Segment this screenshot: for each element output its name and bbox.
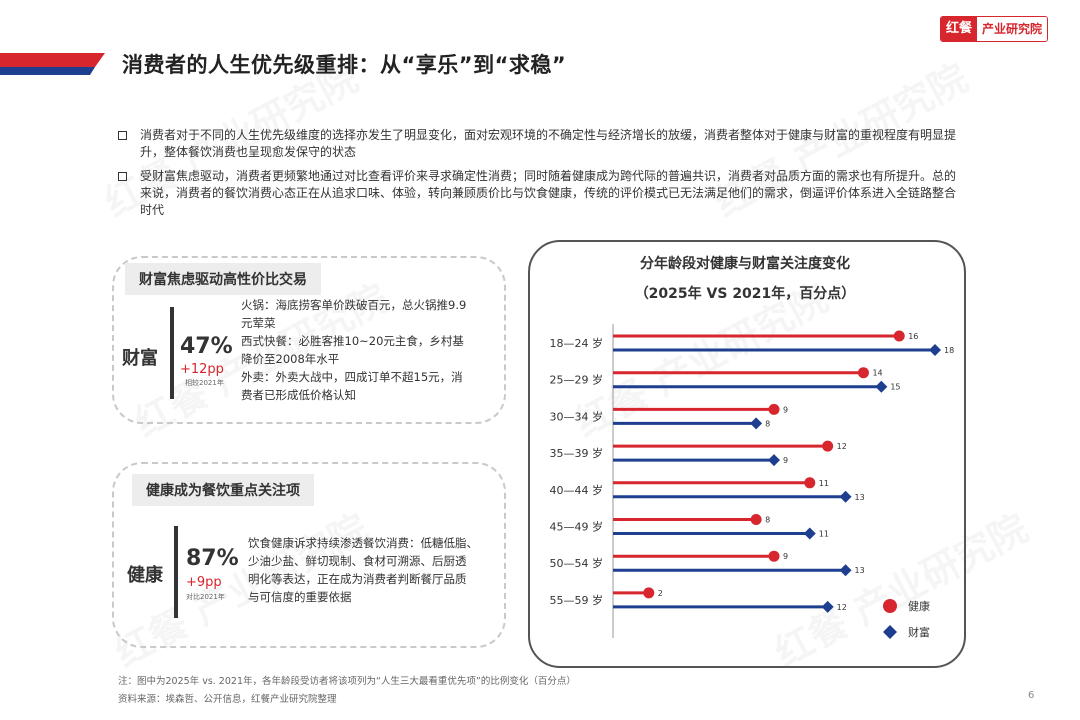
bullet-text: 受财富焦虑驱动，消费者更频繁地通过对比查看评价来寻求确定性消费；同时随着健康成为… — [140, 169, 957, 217]
category-label: 45—49 岁 — [550, 520, 604, 534]
point-wealth — [875, 380, 888, 393]
legend-health-marker — [883, 599, 897, 613]
data-label: 2 — [658, 589, 663, 598]
health-compare-note: 对比2021年 — [186, 593, 225, 601]
wealth-compare-note: 相较2021年 — [185, 379, 224, 387]
health-panel-title: 健康成为餐饮重点关注项 — [132, 474, 314, 506]
footnote: 注：图中为2025年 vs. 2021年，各年龄段受访者将该项列为“人生三大最看… — [118, 676, 576, 687]
description-line: 元荤菜 — [241, 316, 276, 330]
wealth-panel-title: 财富焦虑驱动高性价比交易 — [125, 263, 321, 295]
description-line: 费者已形成低价格认知 — [241, 388, 356, 402]
category-label: 30—34 岁 — [550, 409, 604, 423]
bullet-square-icon — [118, 131, 127, 140]
bullet-text: 消费者对于不同的人生优先级维度的选择亦发生了明显变化，面对宏观环境的不确定性与经… — [140, 128, 957, 159]
page-title: 消费者的人生优先级重排：从“享乐”到“求稳” — [122, 53, 567, 77]
description-line: 与可信度的重要依据 — [248, 590, 352, 604]
source-note: 资料来源：埃森哲、公开信息，红餐产业研究院整理 — [118, 694, 337, 705]
category-label: 55—59 岁 — [550, 593, 604, 607]
data-label: 8 — [765, 516, 770, 525]
data-label: 12 — [837, 442, 847, 451]
logo-text: 产业研究院 — [977, 17, 1048, 41]
description-line: 火锅：海底捞客单价跌破百元，总火锅推9.9 — [241, 298, 467, 312]
wealth-divider — [170, 307, 174, 399]
point-wealth — [839, 490, 852, 503]
point-health — [643, 587, 655, 599]
description-line: 明化等表达，正在成为消费者判断餐厅品质 — [248, 572, 467, 586]
description-line: 降价至2008年水平 — [241, 352, 340, 366]
bullet-square-icon — [118, 172, 127, 181]
logo-mark: 红餐 — [941, 17, 978, 41]
point-wealth — [750, 417, 763, 430]
data-label: 9 — [783, 456, 788, 465]
category-label: 40—44 岁 — [550, 483, 604, 497]
data-label: 9 — [783, 552, 788, 561]
point-wealth — [768, 454, 780, 467]
wealth-delta: +12pp — [180, 362, 224, 377]
chart-frame — [528, 240, 966, 668]
health-label: 健康 — [127, 565, 163, 586]
data-label: 12 — [837, 603, 847, 612]
data-label: 15 — [890, 383, 900, 392]
age-chart: 18—24 岁 16 18 25—29 岁 14 15 30—34 岁 9 8 35—39 岁 12… — [550, 324, 954, 639]
point-health — [857, 367, 869, 379]
data-label: 11 — [819, 479, 829, 488]
legend-wealth-marker — [883, 625, 897, 639]
category-label: 18—24 岁 — [550, 336, 604, 350]
point-health — [750, 514, 762, 525]
wealth-percent: 47% — [180, 334, 233, 359]
brand-logo: 红餐 产业研究院 — [940, 16, 1049, 42]
legend-label: 健康 — [908, 599, 930, 613]
chart-title: 分年龄段对健康与财富关注度变化 — [640, 256, 850, 272]
point-wealth — [821, 600, 834, 613]
description-line: 少油少盐、鲜切现制、食材可溯源、后厨透 — [248, 554, 467, 568]
description-line: 饮食健康诉求持续渗透餐饮消费：低糖低脂、 — [248, 536, 478, 550]
wealth-description: 火锅：海底捞客单价跌破百元，总火锅推9.9 元荤菜 西式快餐：必胜客推10~20… — [241, 296, 496, 404]
description-line: 西式快餐：必胜客推10~20元主食，乡村基 — [241, 334, 464, 348]
data-label: 16 — [908, 332, 918, 341]
bullet-item: 消费者对于不同的人生优先级维度的选择亦发生了明显变化，面对宏观环境的不确定性与经… — [118, 127, 963, 161]
data-label: 18 — [944, 346, 954, 355]
wealth-label: 财富 — [122, 348, 158, 369]
point-health — [893, 330, 905, 342]
wealth-panel — [112, 256, 506, 424]
point-health — [804, 477, 816, 489]
chart-subtitle: （2025年 VS 2021年，百分点） — [634, 286, 856, 302]
legend-label: 财富 — [908, 625, 930, 639]
header-accent-bar — [0, 53, 105, 75]
data-label: 9 — [783, 405, 788, 414]
category-label: 35—39 岁 — [550, 446, 604, 460]
health-percent: 87% — [186, 546, 239, 571]
data-label: 11 — [819, 530, 829, 539]
data-label: 13 — [855, 493, 865, 502]
health-divider — [174, 526, 178, 618]
point-wealth — [803, 527, 816, 540]
health-description: 饮食健康诉求持续渗透餐饮消费：低糖低脂、 少油少盐、鲜切现制、食材可溯源、后厨透… — [248, 534, 500, 606]
category-label: 50—54 岁 — [550, 556, 604, 570]
point-health — [768, 550, 780, 562]
health-delta: +9pp — [186, 575, 222, 590]
page-number: 6 — [1028, 690, 1035, 701]
point-health — [768, 403, 780, 415]
description-line: 外卖：外卖大战中，四成订单不超15元，消 — [241, 370, 463, 384]
point-wealth — [929, 344, 941, 356]
data-label: 8 — [765, 419, 770, 428]
health-panel — [112, 462, 506, 648]
point-wealth — [839, 564, 852, 577]
bullet-item: 受财富焦虑驱动，消费者更频繁地通过对比查看评价来寻求确定性消费；同时随着健康成为… — [118, 168, 963, 219]
data-label: 14 — [872, 369, 882, 378]
point-health — [822, 440, 834, 452]
data-label: 13 — [855, 566, 865, 575]
category-label: 25—29 岁 — [550, 373, 604, 387]
